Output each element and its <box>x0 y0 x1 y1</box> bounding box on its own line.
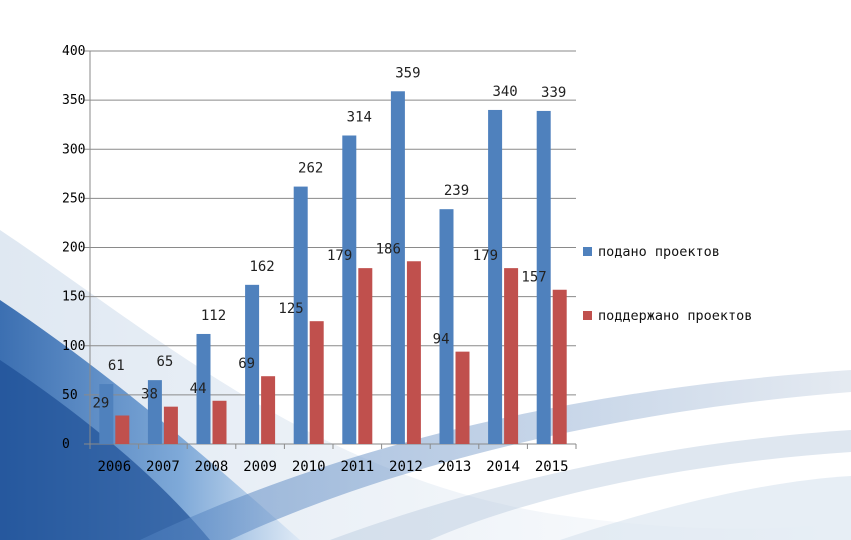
x-tick-label: 2008 <box>195 459 229 475</box>
data-label-supported: 69 <box>238 356 255 372</box>
x-tick-label: 2009 <box>243 459 277 475</box>
data-label-submitted: 262 <box>298 161 323 177</box>
legend-swatch <box>583 247 592 256</box>
bar-submitted <box>390 91 405 444</box>
y-tick-label: 250 <box>62 191 85 206</box>
bar-supported <box>504 268 519 444</box>
bar-supported <box>358 268 373 444</box>
bar-supported <box>552 289 567 444</box>
bar-submitted <box>342 135 357 444</box>
bar-supported <box>212 400 227 444</box>
bar-submitted <box>439 209 454 444</box>
data-label-supported: 94 <box>433 332 450 348</box>
bar-submitted <box>196 333 211 444</box>
y-tick-label: 300 <box>62 142 85 157</box>
data-label-submitted: 339 <box>541 85 566 101</box>
legend-swatch <box>583 311 592 320</box>
bar-supported <box>115 415 130 444</box>
bar-submitted <box>536 110 551 445</box>
bar-supported <box>309 321 324 444</box>
y-tick-label: 200 <box>62 241 85 256</box>
x-tick-label: 2007 <box>146 459 180 475</box>
data-label-supported: 125 <box>278 301 303 317</box>
y-tick-label: 50 <box>62 388 78 403</box>
x-tick-label: 2010 <box>292 459 326 475</box>
bar-supported <box>163 406 178 444</box>
x-tick-label: 2015 <box>535 459 569 475</box>
data-label-submitted: 314 <box>347 109 372 125</box>
data-label-supported: 186 <box>376 241 401 257</box>
bar-submitted <box>147 380 162 444</box>
data-labels: 61 29 65 38 112 44 162 69 262 125 314 179 359 186 239 9… <box>92 65 566 411</box>
legend-label: подано проектов <box>598 244 720 260</box>
bar-supported <box>261 376 276 444</box>
bar-submitted <box>99 384 114 444</box>
legend: подано проектов поддержано проектов <box>583 244 752 324</box>
y-tick-label: 400 <box>62 44 85 59</box>
x-tick-label: 2011 <box>340 459 374 475</box>
data-label-submitted: 65 <box>156 354 173 370</box>
data-label-supported: 179 <box>327 248 352 264</box>
bar-supported <box>455 351 470 444</box>
data-label-submitted: 359 <box>395 65 420 81</box>
x-tick-label: 2006 <box>97 459 131 475</box>
x-tick-label: 2012 <box>389 459 423 475</box>
bar-supported <box>406 261 421 444</box>
data-label-supported: 44 <box>190 381 207 397</box>
data-label-supported: 29 <box>92 396 109 412</box>
bar-submitted <box>245 284 260 444</box>
data-label-submitted: 340 <box>492 84 517 100</box>
data-label-supported: 157 <box>521 270 546 286</box>
bar-submitted <box>488 109 503 444</box>
data-label-supported: 38 <box>141 387 158 403</box>
x-tick-label: 2014 <box>486 459 520 475</box>
legend-label: поддержано проектов <box>598 308 752 324</box>
y-tick-label: 150 <box>62 290 85 305</box>
x-tick-label: 2013 <box>438 459 472 475</box>
data-label-submitted: 162 <box>249 259 274 275</box>
y-tick-label: 100 <box>62 339 85 354</box>
data-label-submitted: 61 <box>108 358 125 374</box>
data-label-submitted: 112 <box>201 308 226 324</box>
y-tick-label: 0 <box>62 437 70 452</box>
bar-submitted <box>293 186 308 444</box>
y-tick-label: 350 <box>62 93 85 108</box>
bars <box>99 91 567 445</box>
data-label-submitted: 239 <box>444 183 469 199</box>
data-label-supported: 179 <box>473 248 498 264</box>
